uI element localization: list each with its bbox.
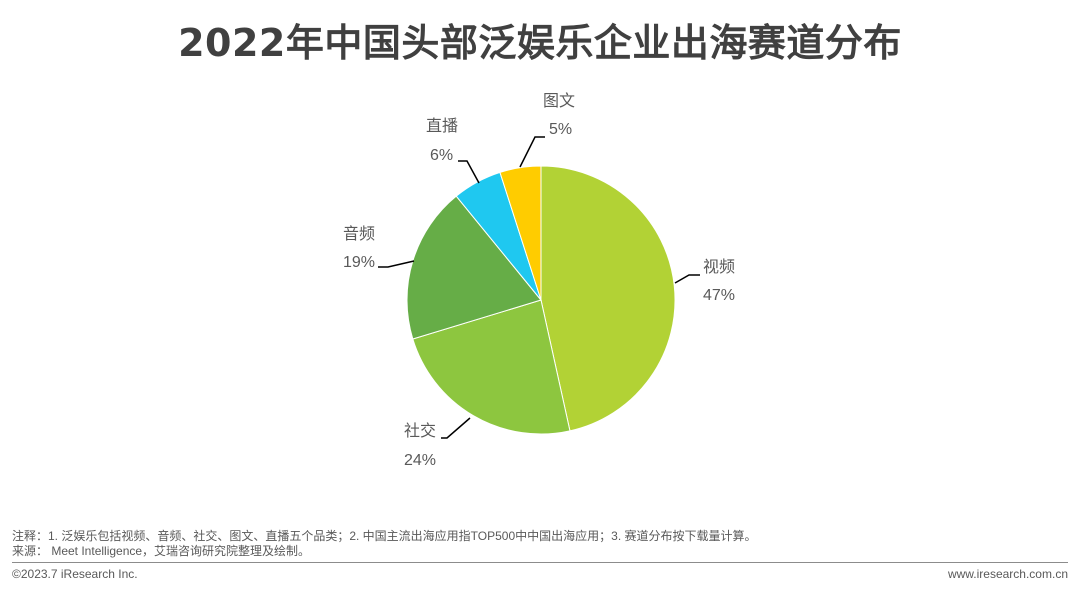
leader-line-0: [674, 274, 700, 284]
leader-line-3: [458, 160, 480, 184]
footer-divider: [12, 562, 1068, 563]
label-shejiao-name: 社交: [404, 423, 437, 440]
chart-title: 2022年中国头部泛娱乐企业出海赛道分布: [178, 21, 902, 65]
label-tuwen-name: 图文: [543, 93, 576, 110]
label-shejiao-value: 24%: [404, 452, 437, 469]
label-yinpin-value: 19%: [343, 254, 376, 271]
source-note: 来源： Meet Intelligence，艾瑞咨询研究院整理及绘制。: [12, 544, 311, 558]
label-zhibo-name: 直播: [426, 118, 459, 135]
pie-slice-0: [540, 165, 676, 432]
label-tuwen-value: 5%: [549, 121, 573, 138]
footnote: 注释：1. 泛娱乐包括视频、音频、社交、图文、直播五个品类；2. 中国主流出海应…: [12, 529, 757, 543]
label-shipin-name: 视频: [703, 259, 736, 276]
leader-line-2: [378, 260, 415, 268]
leader-line-1: [441, 417, 471, 439]
website-link[interactable]: www.iresearch.com.cn: [947, 567, 1068, 581]
pie-slice-4: [499, 165, 542, 301]
label-zhibo-value: 6%: [430, 147, 454, 164]
copyright: ©2023.7 iResearch Inc.: [12, 567, 138, 581]
pie-slice-1: [412, 299, 571, 435]
label-shipin-value: 47%: [703, 287, 736, 304]
leader-line-4: [519, 136, 545, 168]
label-yinpin-name: 音频: [343, 226, 376, 243]
